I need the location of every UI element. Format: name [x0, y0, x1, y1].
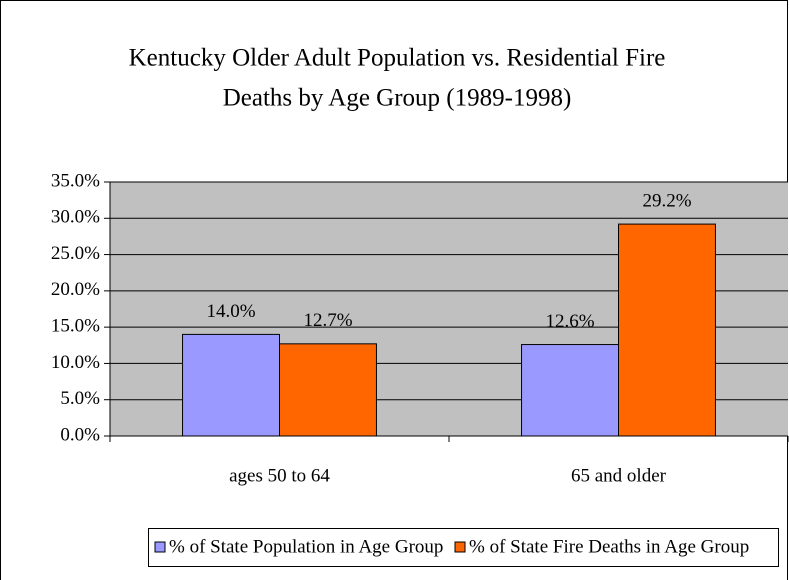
y-tick-label: 5.0%	[60, 388, 100, 409]
y-tick-label: 35.0%	[51, 170, 100, 191]
legend-label: % of State Population in Age Group	[169, 536, 443, 557]
legend-swatch	[154, 541, 166, 553]
legend-swatch	[454, 541, 466, 553]
chart-title: Kentucky Older Adult Population vs. Resi…	[129, 45, 666, 72]
x-tick-label: ages 50 to 64	[229, 465, 330, 486]
y-tick-label: 10.0%	[51, 352, 100, 373]
chart-title: Deaths by Age Group (1989-1998)	[223, 85, 572, 112]
y-tick-label: 20.0%	[51, 279, 100, 300]
y-tick-label: 15.0%	[51, 316, 100, 337]
bar	[618, 223, 716, 437]
bar	[279, 343, 377, 437]
y-tick-label: 30.0%	[51, 207, 100, 228]
data-label: 12.7%	[303, 310, 352, 331]
data-label: 14.0%	[206, 301, 255, 322]
bar	[521, 344, 620, 437]
legend-label: % of State Fire Deaths in Age Group	[469, 536, 749, 557]
data-label: 29.2%	[642, 190, 691, 211]
y-tick-label: 25.0%	[51, 243, 100, 264]
bar	[182, 333, 281, 437]
y-tick-label: 0.0%	[60, 424, 100, 445]
x-tick-label: 65 and older	[571, 465, 667, 486]
data-label: 12.6%	[545, 311, 594, 332]
